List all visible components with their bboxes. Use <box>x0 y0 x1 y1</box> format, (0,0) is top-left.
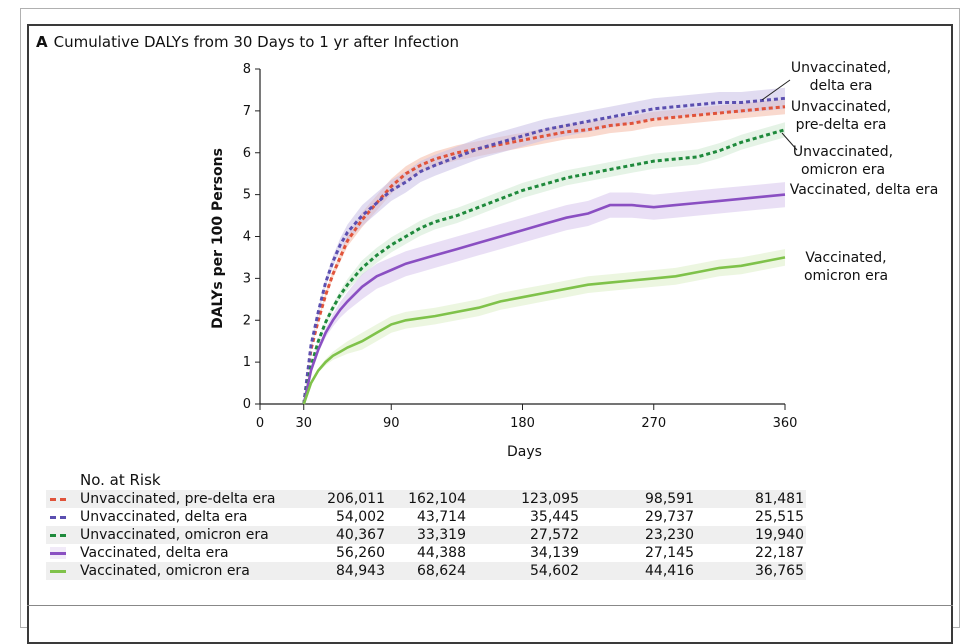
x-tick-label: 30 <box>295 416 312 431</box>
risk-row-value: 44,388 <box>417 545 466 561</box>
risk-row-value: 22,187 <box>755 545 804 561</box>
risk-row-value: 44,416 <box>645 563 694 579</box>
risk-row-value: 123,095 <box>521 491 579 507</box>
bottom-divider <box>27 605 953 606</box>
risk-row-value: 34,139 <box>530 545 579 561</box>
risk-row-value: 54,002 <box>336 509 385 525</box>
series-label-delta_vax: Vaccinated, delta era <box>790 182 939 198</box>
y-tick-label: 8 <box>243 62 251 77</box>
risk-row-value: 56,260 <box>336 545 385 561</box>
ci-band-omicron_vax <box>303 249 785 404</box>
risk-row-omicron_unvax: Unvaccinated, omicron era 40,367 33,319 27,… <box>46 526 806 544</box>
risk-row-value: 19,940 <box>755 527 804 543</box>
risk-row-label: Unvaccinated, delta era <box>80 509 248 525</box>
series-label-pre_delta: pre-delta era <box>796 117 887 133</box>
risk-row-label: Unvaccinated, omicron era <box>80 527 269 543</box>
risk-row-value: 98,591 <box>645 491 694 507</box>
series-label-pre_delta: Unvaccinated, <box>791 99 891 115</box>
series-line-delta_vax <box>302 193 786 405</box>
risk-row-value: 43,714 <box>417 509 466 525</box>
risk-row-delta_vax: Vaccinated, delta era 56,260 44,388 34,139 2… <box>46 544 806 562</box>
risk-row-value: 162,104 <box>408 491 466 507</box>
y-tick-label: 6 <box>243 146 251 161</box>
y-tick-label: 5 <box>243 188 251 203</box>
x-tick-label: 360 <box>773 416 798 431</box>
y-tick-label: 3 <box>243 271 251 286</box>
risk-row-value: 35,445 <box>530 509 579 525</box>
ci-band-delta_vax <box>303 182 785 404</box>
risk-row-value: 40,367 <box>336 527 385 543</box>
x-tick-label: 0 <box>256 416 264 431</box>
legend-line-swatch <box>50 534 66 537</box>
risk-row-delta_unvax: Unvaccinated, delta era 54,002 43,714 35,44… <box>46 508 806 526</box>
risk-row-pre_delta: Unvaccinated, pre-delta era 206,011 162,10… <box>46 490 806 508</box>
risk-row-value: 29,737 <box>645 509 694 525</box>
risk-row-value: 27,145 <box>645 545 694 561</box>
risk-row-value: 25,515 <box>755 509 804 525</box>
legend-line-swatch <box>50 570 66 573</box>
series-label-omicron_unvax: Unvaccinated, <box>793 144 893 160</box>
risk-row-value: 27,572 <box>530 527 579 543</box>
panel-title: A Cumulative DALYs from 30 Days to 1 yr a… <box>36 33 459 51</box>
risk-row-label: Unvaccinated, pre-delta era <box>80 491 276 507</box>
y-axis-title: DALYs per 100 Persons <box>210 148 226 329</box>
leader-line-delta_unvax <box>761 79 791 101</box>
series-line-omicron_unvax <box>302 128 786 405</box>
series-line-delta_unvax <box>302 96 786 405</box>
series-label-omicron_unvax: omicron era <box>801 162 885 178</box>
risk-row-value: 36,765 <box>755 563 804 579</box>
risk-row-value: 54,602 <box>530 563 579 579</box>
ci-band-delta_unvax <box>303 87 785 405</box>
series-label-omicron_vax: omicron era <box>804 268 888 284</box>
risk-row-value: 23,230 <box>645 527 694 543</box>
risk-row-label: Vaccinated, delta era <box>80 545 229 561</box>
series-line-omicron_vax <box>302 256 786 405</box>
panel-title-text: Cumulative DALYs from 30 Days to 1 yr af… <box>53 33 460 51</box>
y-tick-label: 1 <box>243 355 251 370</box>
legend-line-swatch <box>50 498 66 501</box>
x-tick-label: 270 <box>641 416 666 431</box>
legend-line-swatch <box>50 552 66 555</box>
series-label-delta_unvax: delta era <box>810 78 873 94</box>
panel-letter: A <box>36 33 48 51</box>
y-tick-label: 0 <box>243 397 251 412</box>
y-tick-label: 4 <box>243 230 251 245</box>
legend-line-swatch <box>50 516 66 519</box>
risk-table-heading: No. at Risk <box>80 471 161 489</box>
risk-row-omicron_vax: Vaccinated, omicron era 84,943 68,624 54,60… <box>46 562 806 580</box>
x-tick-label: 180 <box>510 416 535 431</box>
y-tick-label: 2 <box>243 313 251 328</box>
series-label-delta_unvax: Unvaccinated, <box>791 60 891 76</box>
series-label-omicron_vax: Vaccinated, <box>805 250 886 266</box>
x-tick-label: 90 <box>383 416 400 431</box>
leader-line-omicron_unvax <box>781 132 798 151</box>
cumulative-dalys-chart: 0 1 2 3 4 5 6 7 8 0 30 90 180 270 360 Days DALYs per 100… <box>210 60 939 460</box>
y-tick-label: 7 <box>243 104 251 119</box>
x-axis-title: Days <box>507 444 542 460</box>
risk-row-value: 206,011 <box>327 491 385 507</box>
risk-row-value: 84,943 <box>336 563 385 579</box>
risk-row-value: 33,319 <box>417 527 466 543</box>
risk-row-value: 68,624 <box>417 563 466 579</box>
risk-row-label: Vaccinated, omicron era <box>80 563 250 579</box>
ci-band-omicron_unvax <box>303 122 785 404</box>
risk-row-value: 81,481 <box>755 491 804 507</box>
